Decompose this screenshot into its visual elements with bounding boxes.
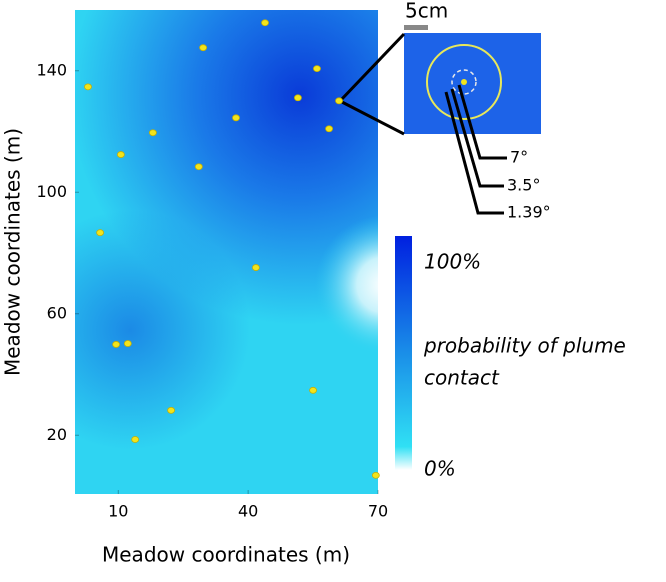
plant-point bbox=[131, 436, 140, 443]
angle-label: 1.39° bbox=[507, 203, 551, 222]
colorbar-min-label: 0% bbox=[424, 457, 456, 481]
inset-plant bbox=[461, 79, 467, 85]
x-tick-label: 70 bbox=[368, 502, 388, 521]
plant-point bbox=[232, 114, 240, 122]
y-tick-label: 100 bbox=[36, 182, 67, 201]
plant-point bbox=[309, 386, 317, 394]
x-axis-label: Meadow coordinates (m) bbox=[102, 543, 350, 567]
plant-point bbox=[199, 44, 208, 52]
plant-point bbox=[116, 151, 125, 158]
x-tick-label: 10 bbox=[108, 502, 128, 521]
scale-label: 5cm bbox=[405, 0, 448, 23]
colorbar-label: contact bbox=[424, 366, 500, 390]
plant-point bbox=[84, 83, 92, 91]
plant-point bbox=[252, 264, 260, 271]
plant-point bbox=[194, 163, 203, 171]
y-tick-label: 140 bbox=[36, 60, 67, 79]
scale-bar bbox=[404, 25, 428, 30]
plant-point bbox=[96, 229, 105, 237]
plant-point bbox=[325, 125, 333, 133]
y-tick-label: 20 bbox=[47, 425, 67, 444]
plant-point bbox=[123, 340, 132, 347]
plant-point bbox=[313, 65, 321, 73]
x-tick-label: 40 bbox=[238, 502, 258, 521]
angle-label: 7° bbox=[510, 148, 528, 167]
y-axis-label: Meadow coordinates (m) bbox=[1, 128, 25, 376]
plant-point bbox=[294, 94, 302, 102]
plant-point bbox=[371, 471, 380, 479]
inset-ring bbox=[451, 69, 477, 95]
plant-point bbox=[261, 19, 269, 27]
colorbar bbox=[395, 236, 412, 470]
colorbar-max-label: 100% bbox=[424, 250, 481, 274]
y-tick-label: 60 bbox=[47, 303, 67, 322]
plant-point bbox=[149, 129, 157, 137]
plant-point bbox=[112, 341, 121, 348]
heatmap bbox=[75, 10, 378, 494]
leader-lines bbox=[338, 32, 507, 215]
colorbar-label: probability of plume bbox=[423, 334, 626, 358]
angle-label: 3.5° bbox=[507, 176, 540, 195]
plant-point bbox=[335, 97, 343, 105]
inset-ring bbox=[426, 44, 502, 120]
plant-point bbox=[167, 406, 175, 414]
